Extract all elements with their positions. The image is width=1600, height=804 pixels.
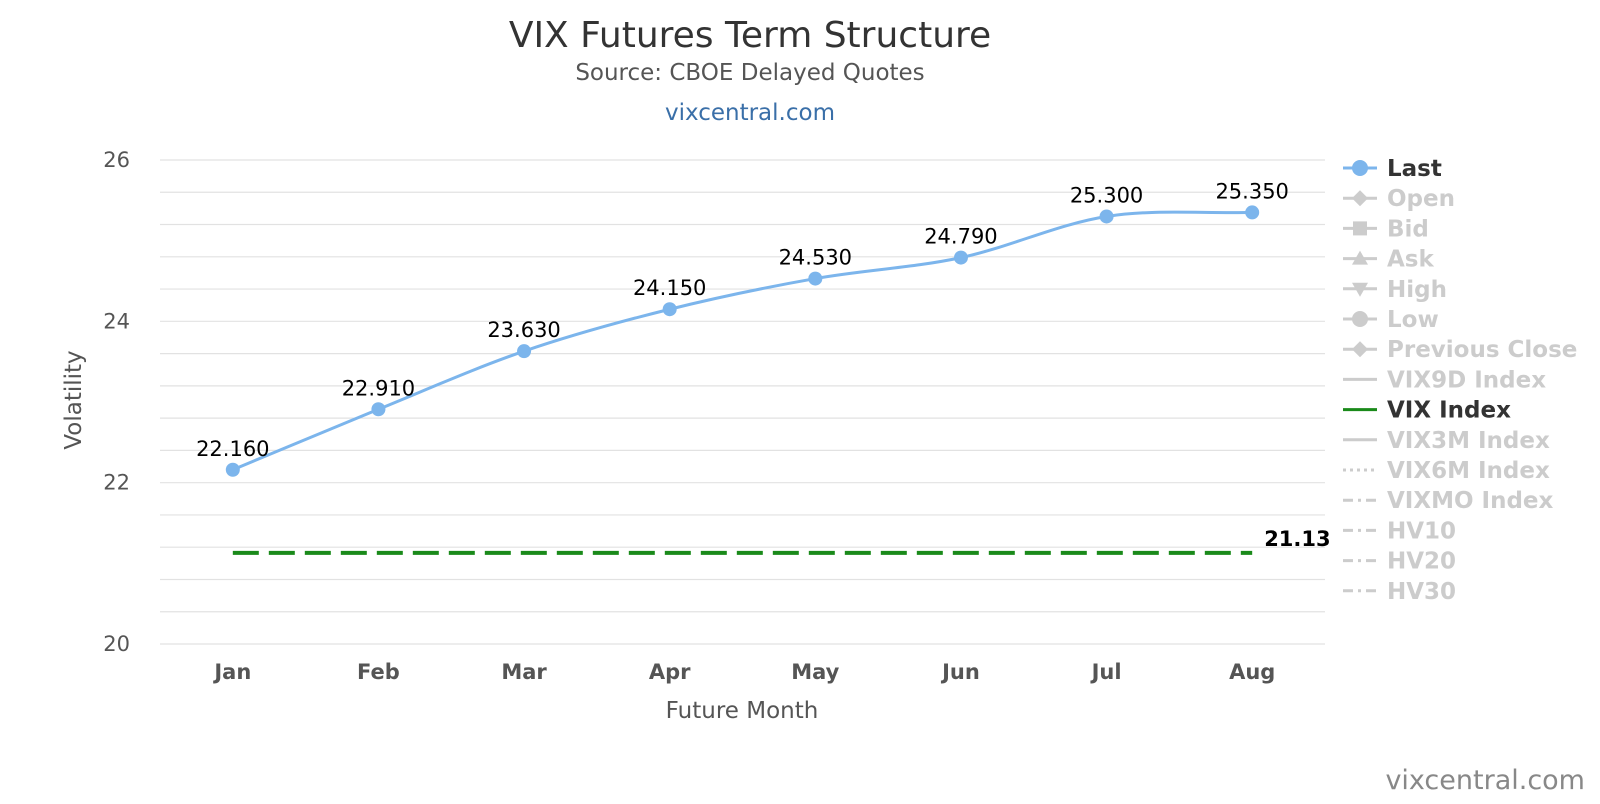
- x-tick-label: Jun: [940, 660, 980, 684]
- grid-lines: [160, 159, 1325, 645]
- legend-label: VIX Index: [1387, 398, 1511, 424]
- legend-item[interactable]: Last: [1343, 156, 1442, 182]
- legend-label: VIXMO Index: [1387, 488, 1554, 514]
- x-tick-label: Jul: [1090, 660, 1122, 684]
- x-axis: Jan Feb Mar Apr May Jun Jul Aug: [212, 660, 1275, 684]
- credit-link[interactable]: vixcentral.com: [1385, 765, 1585, 796]
- legend-label: Ask: [1387, 247, 1434, 273]
- last-data-point[interactable]: [808, 271, 823, 286]
- last-data-label: 24.530: [779, 246, 852, 270]
- last-data-point[interactable]: [953, 250, 968, 265]
- legend-item[interactable]: VIX3M Index: [1343, 428, 1550, 454]
- legend-item[interactable]: HV30: [1343, 579, 1456, 605]
- y-axis-title: Volatility: [61, 350, 87, 449]
- legend-marker: [1352, 160, 1368, 176]
- x-tick-label: Aug: [1229, 660, 1275, 684]
- last-data-label: 23.630: [487, 318, 560, 342]
- legend: Last Open Bid Ask High Low Previous Close VIX9D…: [1343, 156, 1577, 605]
- y-tick-label: 24: [103, 309, 130, 333]
- legend-item[interactable]: Ask: [1343, 247, 1434, 273]
- legend-item[interactable]: VIX Index: [1343, 398, 1511, 424]
- legend-item[interactable]: HV20: [1343, 549, 1456, 575]
- legend-marker: [1352, 311, 1368, 327]
- legend-item[interactable]: Low: [1343, 307, 1439, 333]
- legend-item[interactable]: VIX6M Index: [1343, 458, 1550, 484]
- x-tick-label: Apr: [649, 660, 691, 684]
- legend-item[interactable]: Bid: [1343, 216, 1429, 242]
- site-link[interactable]: vixcentral.com: [665, 100, 835, 126]
- y-tick-label: 26: [103, 148, 130, 172]
- series-layer: 21.13 22.160 22.910 23.630 24.150 24.530 24.79…: [196, 179, 1331, 555]
- last-data-point[interactable]: [517, 344, 532, 359]
- legend-label: VIX3M Index: [1387, 428, 1550, 454]
- legend-label: Low: [1387, 307, 1439, 333]
- legend-label: HV30: [1387, 579, 1456, 605]
- y-tick-label: 22: [103, 471, 130, 495]
- last-data-label: 25.300: [1070, 183, 1143, 207]
- legend-marker: [1352, 341, 1368, 358]
- legend-label: Last: [1387, 156, 1442, 182]
- last-data-point[interactable]: [225, 462, 240, 477]
- vix-index-label: 21.13: [1264, 527, 1330, 551]
- last-data-label: 22.910: [342, 376, 415, 400]
- legend-label: Open: [1387, 186, 1455, 212]
- legend-marker: [1352, 282, 1368, 297]
- x-tick-label: Jan: [212, 660, 251, 684]
- legend-item[interactable]: Previous Close: [1343, 337, 1577, 363]
- legend-label: HV10: [1387, 518, 1456, 544]
- legend-label: Previous Close: [1387, 337, 1577, 363]
- x-tick-label: Mar: [501, 660, 547, 684]
- legend-item[interactable]: VIXMO Index: [1343, 488, 1554, 514]
- legend-item[interactable]: Open: [1343, 186, 1455, 212]
- y-tick-label: 20: [103, 632, 130, 656]
- last-data-label: 22.160: [196, 437, 269, 461]
- last-data-label: 24.150: [633, 276, 706, 300]
- last-data-point[interactable]: [662, 302, 677, 317]
- y-axis: 20 22 24 26: [103, 148, 130, 656]
- last-data-point[interactable]: [371, 402, 386, 417]
- legend-marker: [1352, 250, 1368, 265]
- last-data-point[interactable]: [1099, 209, 1114, 224]
- x-tick-label: May: [791, 660, 839, 684]
- legend-item[interactable]: VIX9D Index: [1343, 367, 1546, 393]
- last-data-label: 25.350: [1215, 179, 1288, 203]
- legend-label: HV20: [1387, 549, 1456, 575]
- legend-label: VIX6M Index: [1387, 458, 1550, 484]
- last-data-point[interactable]: [1245, 205, 1260, 220]
- legend-item[interactable]: High: [1343, 277, 1447, 303]
- last-series-line: [232, 210, 1253, 472]
- chart-subtitle: Source: CBOE Delayed Quotes: [575, 60, 924, 86]
- chart-title: VIX Futures Term Structure: [509, 15, 991, 56]
- legend-marker: [1352, 190, 1368, 207]
- legend-label: Bid: [1387, 216, 1429, 242]
- legend-label: High: [1387, 277, 1447, 303]
- legend-marker: [1353, 221, 1367, 236]
- last-data-label: 24.790: [924, 225, 997, 249]
- legend-label: VIX9D Index: [1387, 367, 1546, 393]
- x-axis-title: Future Month: [666, 698, 819, 724]
- x-tick-label: Feb: [357, 660, 400, 684]
- legend-item[interactable]: HV10: [1343, 518, 1456, 544]
